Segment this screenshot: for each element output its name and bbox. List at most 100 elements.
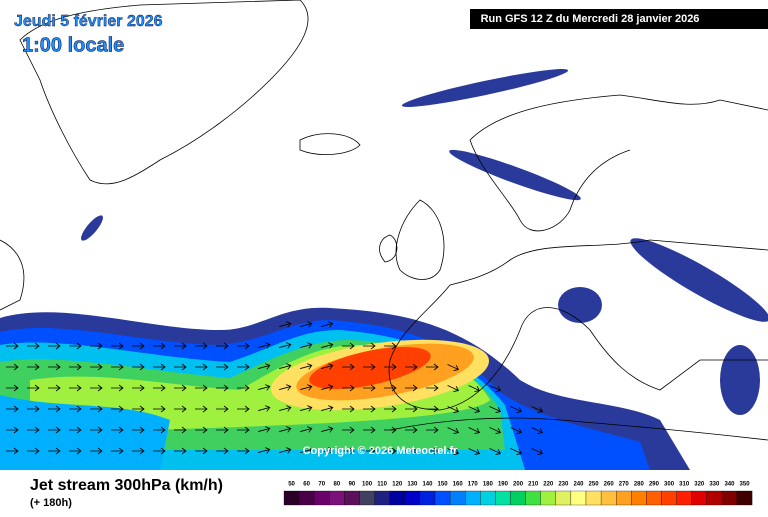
wind-arrow xyxy=(321,342,334,349)
wind-arrow xyxy=(69,342,82,350)
legend-swatch xyxy=(676,490,692,506)
legend-swatch xyxy=(540,490,556,506)
legend-label: 70 xyxy=(318,482,325,488)
wind-arrow xyxy=(153,384,166,392)
europe xyxy=(388,239,768,411)
wind-arrow xyxy=(6,342,19,350)
wind-arrow xyxy=(174,384,187,392)
legend-swatch xyxy=(449,490,466,506)
wind-arrow xyxy=(132,426,145,434)
wind-arrow xyxy=(153,447,166,455)
wind-arrow xyxy=(153,342,166,350)
wind-arrow xyxy=(279,363,292,370)
wind-arrow xyxy=(384,447,397,455)
legend-label: 230 xyxy=(558,482,569,488)
legend-swatch xyxy=(298,490,315,506)
wind-arrow xyxy=(258,405,271,412)
wind-arrow xyxy=(531,406,544,413)
iceland xyxy=(299,133,361,155)
wind-arrow xyxy=(111,447,124,455)
wind-arrow xyxy=(132,447,145,455)
legend-swatch xyxy=(570,490,587,506)
wind-arrow xyxy=(384,405,397,413)
wind-arrow xyxy=(363,447,376,455)
wind-arrow xyxy=(300,384,313,391)
wind-arrow xyxy=(6,405,19,413)
wind-arrow xyxy=(195,384,208,392)
britain xyxy=(395,199,445,280)
wind-arrow xyxy=(111,426,124,434)
legend-label: 50 xyxy=(288,482,295,488)
legend-swatch xyxy=(465,490,481,506)
legend-label: 80 xyxy=(334,482,341,488)
wind-arrow xyxy=(237,447,250,455)
legend-label: 90 xyxy=(349,482,356,488)
legend-swatch xyxy=(721,490,738,506)
legend-swatch xyxy=(419,490,436,506)
wind-arrow xyxy=(27,342,40,350)
wind-arrow xyxy=(426,426,439,434)
wind-arrow xyxy=(90,447,103,455)
wind-arrow xyxy=(195,405,208,413)
wind-arrow xyxy=(69,426,82,434)
legend-swatch xyxy=(344,490,360,506)
wind-arrow xyxy=(489,406,502,413)
wind-arrow xyxy=(195,342,208,350)
wind-arrow xyxy=(27,363,40,371)
wind-arrow xyxy=(6,426,19,434)
wind-arrow xyxy=(69,405,82,413)
wind-arrow xyxy=(132,384,145,392)
legend-swatch xyxy=(495,490,511,506)
band-red xyxy=(309,346,431,390)
labrador xyxy=(0,239,25,311)
wind-arrow xyxy=(258,447,271,454)
wind-arrow xyxy=(27,384,40,392)
legend-swatch xyxy=(616,490,632,506)
legend-label: 310 xyxy=(679,482,690,488)
legend-label: 180 xyxy=(483,482,494,488)
legend-swatch xyxy=(329,490,345,506)
wind-arrow xyxy=(405,426,418,434)
wind-arrow xyxy=(237,405,250,413)
wind-arrow xyxy=(363,342,376,350)
wind-arrow xyxy=(174,342,187,350)
wind-arrow xyxy=(132,405,145,413)
jet-southeast xyxy=(720,345,760,415)
legend-swatch xyxy=(555,490,572,506)
jet-north xyxy=(401,69,569,107)
wind-arrow xyxy=(300,363,313,370)
jet-alps xyxy=(558,287,602,323)
wind-arrow xyxy=(342,447,355,455)
legend-label: 170 xyxy=(468,482,479,488)
wind-arrow xyxy=(174,405,187,413)
wind-arrow xyxy=(342,363,355,371)
wind-arrow xyxy=(132,363,145,371)
legend-label: 290 xyxy=(649,482,660,488)
legend-swatch xyxy=(359,490,375,506)
wind-arrow xyxy=(300,426,313,433)
wind-arrow xyxy=(510,448,523,455)
wind-arrow xyxy=(111,363,124,371)
wind-arrow xyxy=(258,384,271,391)
jet-scandinavia xyxy=(449,149,581,201)
wind-arrow xyxy=(468,406,481,413)
wind-arrow xyxy=(195,426,208,434)
wind-arrow xyxy=(342,384,355,392)
ireland xyxy=(379,234,398,263)
time: 1:00 locale xyxy=(22,34,124,56)
wind-arrow xyxy=(6,447,19,455)
wind-arrow xyxy=(300,405,313,412)
wind-arrow xyxy=(258,426,271,433)
wind-arrow xyxy=(6,363,19,371)
jet-east xyxy=(630,238,768,322)
legend-label: 120 xyxy=(392,482,403,488)
wind-arrow xyxy=(300,447,313,454)
wind-arrow xyxy=(279,447,292,454)
wind-arrow xyxy=(468,427,481,434)
wind-arrow xyxy=(363,405,376,413)
wind-arrow xyxy=(216,384,229,392)
legend-swatch xyxy=(585,490,602,506)
wind-arrow xyxy=(426,384,439,392)
wind-arrow xyxy=(6,384,19,392)
wind-arrow xyxy=(195,447,208,455)
